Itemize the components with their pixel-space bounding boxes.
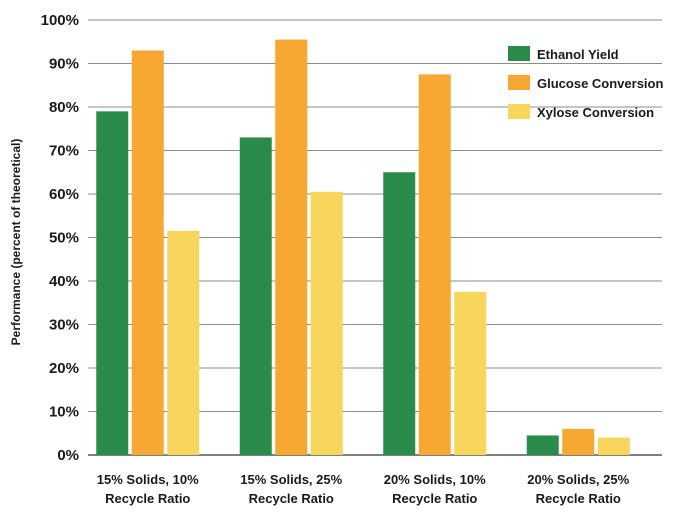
legend-swatch [508,75,530,90]
y-tick-label: 50% [49,230,79,247]
bar-ethanol-yield [96,111,129,455]
bar-ethanol-yield [239,137,272,455]
x-axis-categories: 15% Solids, 10% Recycle Ratio 15% Solids, … [97,472,630,506]
y-tick-label: 10% [49,404,79,421]
y-tick-label: 90% [49,56,79,73]
bar-ethanol-yield [526,435,559,455]
x-category-label: 15% Solids, 10% Recycle Ratio [97,472,199,506]
x-category-label: 20% Solids, 25% Recycle Ratio [527,472,629,506]
legend-label: Ethanol Yield [537,47,619,62]
legend: Ethanol Yield Glucose Conversion Xylose Co… [508,46,663,120]
y-tick-label: 70% [49,143,79,160]
bar-xylose-conversion [167,230,200,455]
y-tick-label: 80% [49,99,79,116]
x-category-label: 15% Solids, 25% Recycle Ratio [240,472,342,506]
y-tick-label: 40% [49,273,79,290]
bar-glucose-conversion [562,428,595,455]
legend-swatch [508,104,530,119]
bar-glucose-conversion [275,39,308,455]
y-tick-label: 30% [49,317,79,334]
legend-swatch [508,46,530,61]
y-tick-label: 100% [41,12,79,29]
legend-label: Glucose Conversion [537,76,663,91]
bar-xylose-conversion [310,191,343,455]
bar-glucose-conversion [131,50,164,455]
legend-label: Xylose Conversion [537,105,654,120]
bar-xylose-conversion [597,437,630,455]
bar-glucose-conversion [418,74,451,455]
y-tick-label: 60% [49,186,79,203]
y-axis-title: Performance (percent of theoretical) [9,139,23,346]
y-axis-ticks: 0% 10% 20% 30% 40% 50% 60% 70% 80% 90% 100% [41,12,79,464]
bar-ethanol-yield [383,172,416,455]
y-tick-label: 20% [49,360,79,377]
x-category-label: 20% Solids, 10% Recycle Ratio [384,472,486,506]
bar-xylose-conversion [454,291,487,455]
bars [96,39,630,455]
y-tick-label: 0% [57,447,79,464]
